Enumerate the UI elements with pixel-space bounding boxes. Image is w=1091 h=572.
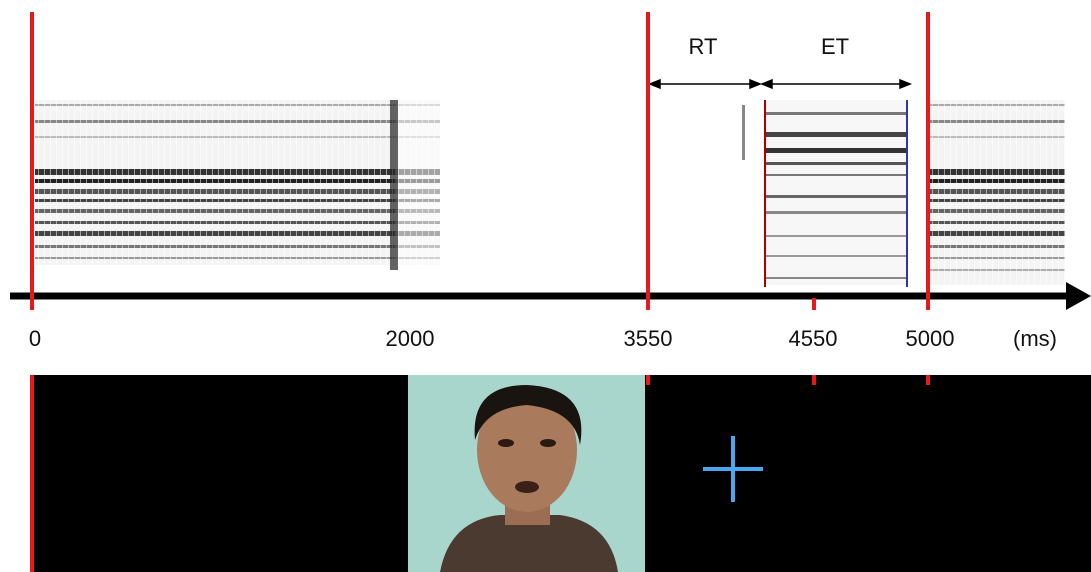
tick-label: 2000 [386,326,435,351]
unit-label: (ms) [1013,326,1057,351]
fixation-cross [703,436,763,502]
spectrogram-response [766,100,907,285]
tick-label: 4550 [789,326,838,351]
spectrogram-next [930,100,1065,285]
rt-label: RT [689,34,718,59]
tick-label: 5000 [906,326,955,351]
spectrogram-edge [390,100,398,270]
spectrogram-onset [742,105,745,160]
spectrogram-tail [395,100,440,265]
interval-arrows [647,78,913,90]
spectrogram-stimulus [35,100,395,265]
tick-label: 3550 [624,326,673,351]
face-video [408,375,645,572]
tick-label: 0 [29,326,41,351]
axis-arrowhead [1066,282,1091,310]
event-lines-lower [30,375,930,572]
et-label: ET [821,34,849,59]
event-lines [30,12,930,310]
